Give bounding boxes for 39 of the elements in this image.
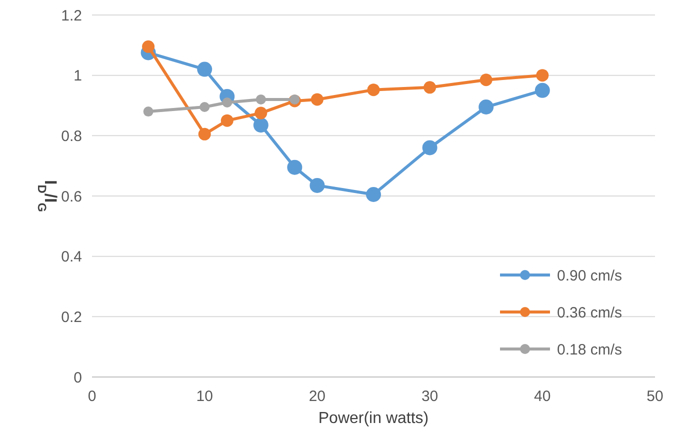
point (198, 128, 211, 140)
point (256, 94, 266, 104)
point (478, 100, 494, 115)
point (222, 97, 232, 108)
legend-label: 0.36 cm/s (557, 304, 622, 322)
point (142, 40, 155, 53)
point (253, 118, 268, 133)
x-tick-label: 30 (421, 388, 438, 405)
point (254, 106, 268, 120)
point (422, 140, 438, 156)
x-tick-label: 50 (646, 388, 664, 405)
point (287, 160, 302, 175)
x-tick-label: 40 (534, 388, 551, 405)
y-tick-label: 0.8 (61, 128, 82, 145)
legend-label: 0.18 cm/s (557, 341, 622, 358)
point (480, 74, 492, 86)
x-tick-label: 10 (196, 388, 213, 405)
point (366, 186, 381, 202)
y-tick-label: 0.6 (61, 188, 82, 206)
point (534, 82, 550, 98)
point (290, 94, 300, 104)
y-tick-label: 1 (74, 68, 82, 85)
x-tick-label: 20 (308, 388, 326, 405)
legend-label: 0.90 cm/s (557, 267, 622, 284)
y-tick-label: 0 (74, 369, 82, 386)
point (200, 102, 210, 112)
point (310, 178, 325, 193)
y-tick-label: 0.2 (61, 308, 82, 326)
point (220, 114, 234, 127)
x-axis-title: Power(in watts) (318, 410, 429, 427)
x-tick-label: 0 (88, 388, 96, 405)
y-tick-label: 0.4 (61, 248, 82, 266)
point (197, 62, 212, 77)
point (536, 69, 549, 82)
point (143, 106, 154, 117)
point (424, 81, 436, 94)
point (367, 84, 380, 96)
point (310, 93, 324, 106)
y-tick-label: 1.2 (61, 7, 82, 24)
